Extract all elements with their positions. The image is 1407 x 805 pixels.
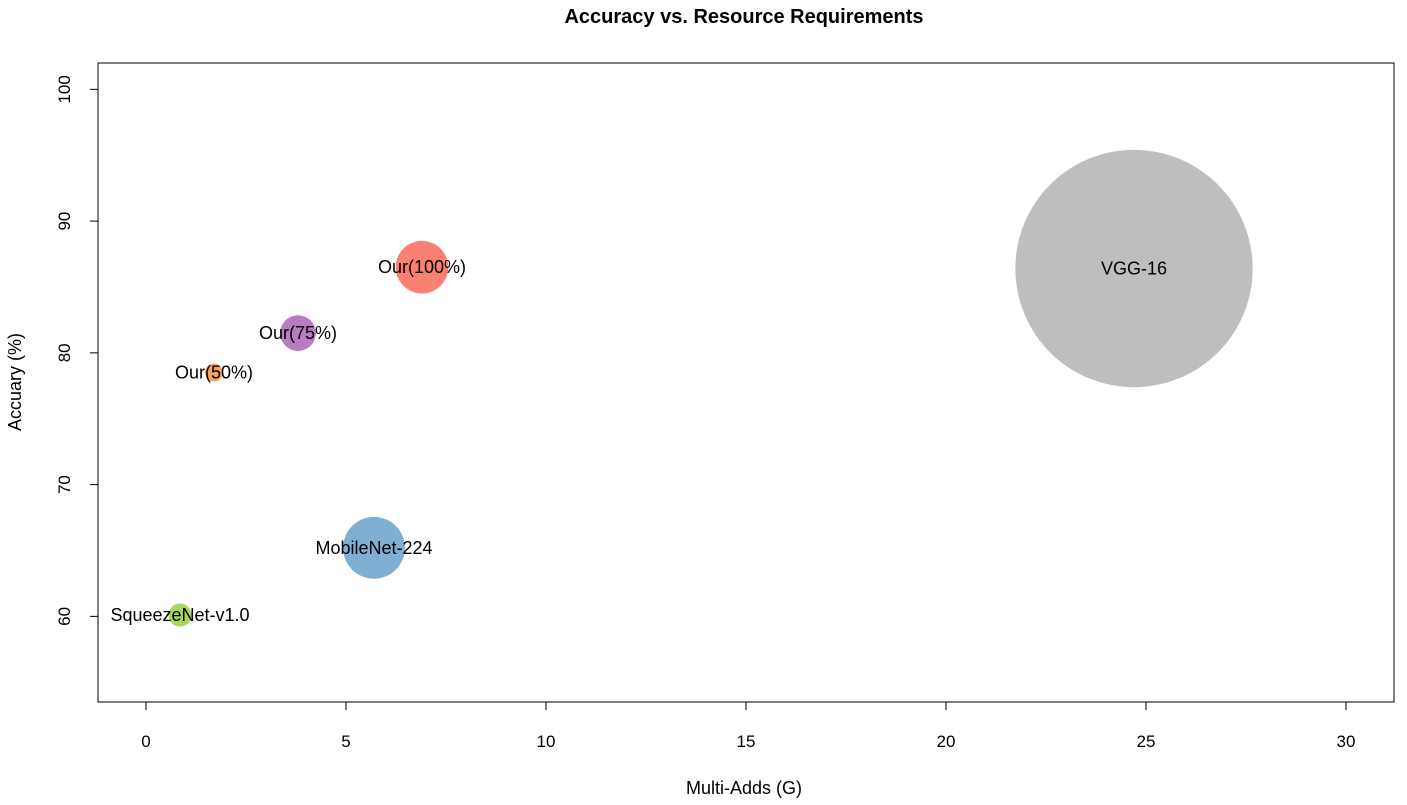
x-axis-label: Multi-Adds (G) — [686, 778, 802, 798]
bubble-our-100 — [395, 240, 449, 294]
bubble-label-squeezenet-v1-0: SqueezeNet-v1.0 — [110, 605, 249, 625]
chart-title: Accuracy vs. Resource Requirements — [564, 6, 923, 28]
y-tick-label: 60 — [55, 607, 74, 626]
y-tick-label: 100 — [55, 75, 74, 103]
bubble-squeezenet-v1-0 — [168, 603, 192, 627]
bubble-label-our-100: Our(100%) — [378, 257, 466, 277]
bubbles-layer — [168, 149, 1253, 627]
y-tick-label: 80 — [55, 343, 74, 362]
x-tick-label: 30 — [1337, 732, 1356, 751]
x-tick-label: 20 — [937, 732, 956, 751]
x-tick-label: 10 — [537, 732, 556, 751]
y-tick-label: 70 — [55, 475, 74, 494]
x-tick-label: 0 — [141, 732, 150, 751]
x-tick-label: 25 — [1137, 732, 1156, 751]
x-tick-label: 15 — [737, 732, 756, 751]
x-axis: 0 5 10 15 20 25 30 — [141, 701, 1356, 751]
plot-frame — [97, 62, 1395, 703]
y-tick-label: 90 — [55, 212, 74, 231]
bubble-mobilenet-224 — [343, 516, 405, 579]
bubble-label-vgg-16: VGG-16 — [1101, 259, 1167, 279]
y-axis-label: Accuary (%) — [5, 333, 25, 431]
bubble-our-50 — [205, 363, 223, 382]
bubble-vgg-16 — [1015, 149, 1253, 388]
point-labels-layer: Our(100%) Our(75%) Our(50%) MobileNet-224 Sq… — [110, 257, 1167, 625]
bubble-label-our-75: Our(75%) — [259, 323, 337, 343]
bubble-label-our-50: Our(50%) — [175, 363, 253, 383]
bubble-our-75 — [280, 315, 316, 351]
bubble-label-mobilenet-224: MobileNet-224 — [315, 538, 432, 558]
x-tick-label: 5 — [341, 732, 350, 751]
y-axis: 60 70 80 90 100 — [55, 75, 99, 626]
